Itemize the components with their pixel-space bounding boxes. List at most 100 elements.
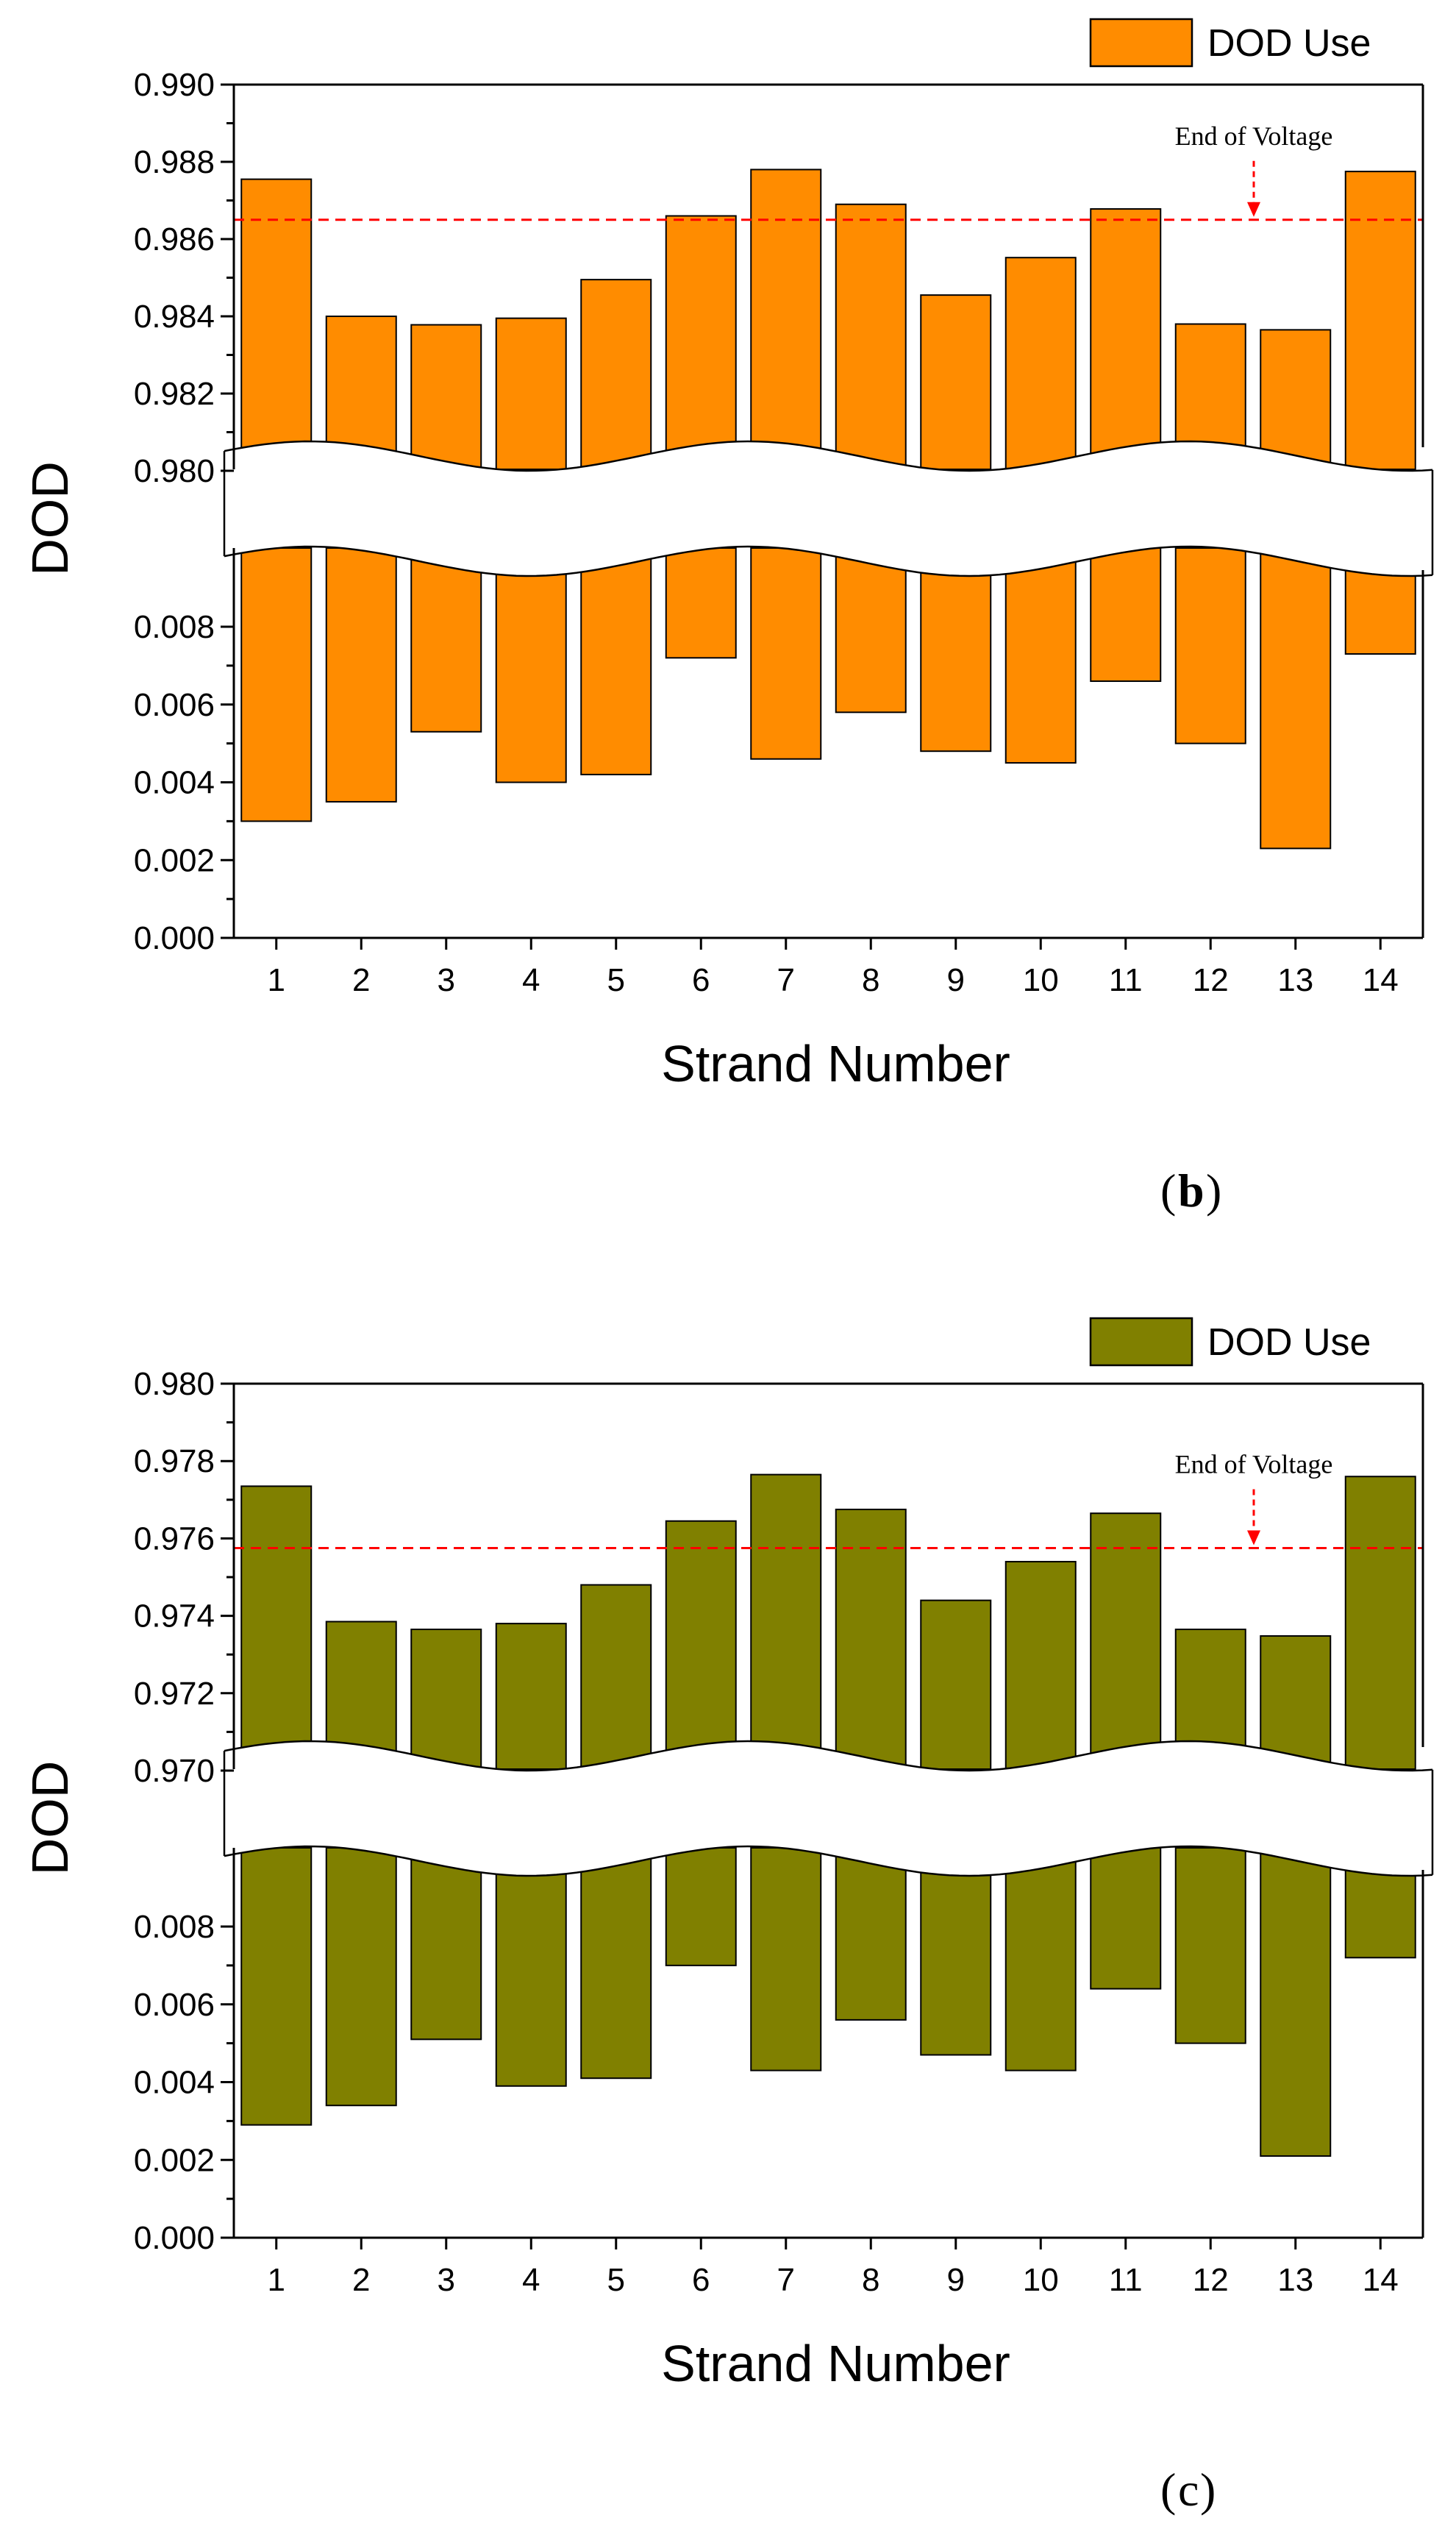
y-tick-label-upper: 0.980 (134, 1366, 215, 1402)
bar-upper (1344, 1476, 1416, 1770)
x-tick-label: 10 (1023, 2262, 1059, 2298)
bar-upper (495, 1623, 567, 1771)
axis-break-band (224, 1741, 1432, 1876)
panel-label-letter: b (1178, 1164, 1205, 1217)
bar-upper (240, 1485, 313, 1770)
axis-break-edge-top (224, 440, 1433, 472)
x-tick-label: 14 (1363, 2262, 1399, 2298)
legend-swatch (1089, 18, 1193, 68)
y-tick-label-lower: 0.006 (134, 687, 215, 723)
y-tick-label-lower: 0.002 (134, 2142, 215, 2178)
x-tick-label: 7 (777, 962, 795, 998)
bar-upper (1344, 171, 1416, 470)
bar-lower (495, 547, 567, 783)
bar-lower (1260, 547, 1332, 850)
y-tick-label-lower: 0.008 (134, 609, 215, 645)
panel-label-open: ( (1160, 2464, 1176, 2516)
x-tick-label: 2 (352, 962, 370, 998)
x-tick-label: 8 (862, 962, 879, 998)
bar-upper (580, 279, 652, 470)
axis-break-edge-top (224, 1740, 1433, 1772)
x-tick-label: 12 (1193, 962, 1229, 998)
y-axis-title: DOD (21, 461, 79, 576)
y-tick-label-upper: 0.984 (134, 299, 215, 335)
axis-break-band (224, 441, 1432, 576)
x-axis-title: Strand Number (661, 1035, 1010, 1092)
x-tick-label: 2 (352, 2262, 370, 2298)
panel-label-close: ) (1200, 2464, 1216, 2516)
x-axis-title: Strand Number (661, 2335, 1010, 2392)
chart-panel-c: End of Voltage 0.970 0.972 0.974 0.976 0.978 0… (21, 1317, 1434, 2516)
x-tick-label: 14 (1363, 962, 1399, 998)
panel-label-open: ( (1160, 1164, 1176, 1217)
y-tick-label-upper: 0.970 (134, 1753, 215, 1789)
chart-panel-b: End of Voltage 0.980 0.982 0.984 0.986 0.988 0… (21, 18, 1434, 1217)
x-tick-label: 6 (692, 962, 710, 998)
x-tick-label: 13 (1277, 2262, 1313, 2298)
y-tick-label-upper: 0.990 (134, 67, 215, 103)
y-tick-label-upper: 0.972 (134, 1676, 215, 1712)
legend-swatch (1089, 1317, 1193, 1367)
x-tick-label: 1 (268, 2262, 285, 2298)
y-tick-label-lower: 0.002 (134, 842, 215, 878)
y-tick-label-lower: 0.000 (134, 920, 215, 956)
x-tick-label: 10 (1023, 962, 1059, 998)
x-tick-label: 6 (692, 2262, 710, 2298)
x-tick-label: 11 (1109, 2262, 1143, 2298)
y-tick-label-upper: 0.986 (134, 221, 215, 257)
bar-upper (920, 1599, 992, 1771)
bar-lower (580, 1847, 652, 2080)
bar-upper (1004, 257, 1077, 470)
y-tick-label-lower: 0.004 (134, 2065, 215, 2101)
bar-lower (1090, 547, 1162, 683)
y-tick-label-lower: 0.008 (134, 1909, 215, 1945)
y-tick-label-lower: 0.000 (134, 2220, 215, 2256)
bar-lower (920, 547, 992, 753)
bar-lower (1260, 1847, 1332, 2157)
panel-label-letter: c (1178, 2464, 1199, 2516)
x-tick-label: 1 (268, 962, 285, 998)
x-tick-label: 7 (777, 2262, 795, 2298)
bar-upper (1260, 329, 1332, 470)
bar-lower (665, 547, 737, 659)
x-tick-label: 11 (1109, 962, 1143, 998)
bar-lower (325, 547, 397, 803)
bar-upper (920, 294, 992, 470)
bar-upper (410, 324, 482, 470)
bar-upper (1260, 1635, 1332, 1770)
x-tick-label: 13 (1277, 962, 1313, 998)
x-tick-label: 9 (947, 2262, 965, 2298)
bar-lower (920, 1847, 992, 2056)
x-tick-label: 12 (1193, 2262, 1229, 2298)
annotation-text: End of Voltage (1175, 1450, 1333, 1479)
bar-lower (750, 1847, 822, 2071)
x-tick-label: 4 (522, 2262, 540, 2298)
x-tick-label: 5 (607, 2262, 625, 2298)
bar-lower (1174, 1847, 1246, 2044)
x-tick-label: 4 (522, 962, 540, 998)
legend-label: DOD Use (1207, 22, 1371, 65)
bar-upper (750, 168, 822, 470)
bar-lower (835, 1847, 907, 2021)
y-tick-label-upper: 0.978 (134, 1443, 215, 1479)
bar-lower (835, 547, 907, 714)
bar-upper (410, 1629, 482, 1771)
x-tick-label: 3 (438, 2262, 455, 2298)
y-tick-label-upper: 0.988 (134, 144, 215, 180)
bar-lower (410, 1847, 482, 2041)
bar-lower (1004, 547, 1077, 764)
bar-lower (1090, 1847, 1162, 1990)
bar-upper (835, 203, 907, 470)
annotation-arrow-head (1247, 202, 1260, 217)
bar-lower (580, 547, 652, 775)
legend-label: DOD Use (1207, 1321, 1371, 1364)
bar-upper (1090, 208, 1162, 470)
bar-upper (240, 178, 313, 470)
bar-upper (1090, 1512, 1162, 1770)
bar-lower (410, 547, 482, 733)
axis-break-edge-bottom (224, 545, 1433, 577)
x-tick-label: 3 (438, 962, 455, 998)
axis-break-edge-bottom (224, 1845, 1433, 1877)
y-tick-label-lower: 0.006 (134, 1987, 215, 2023)
